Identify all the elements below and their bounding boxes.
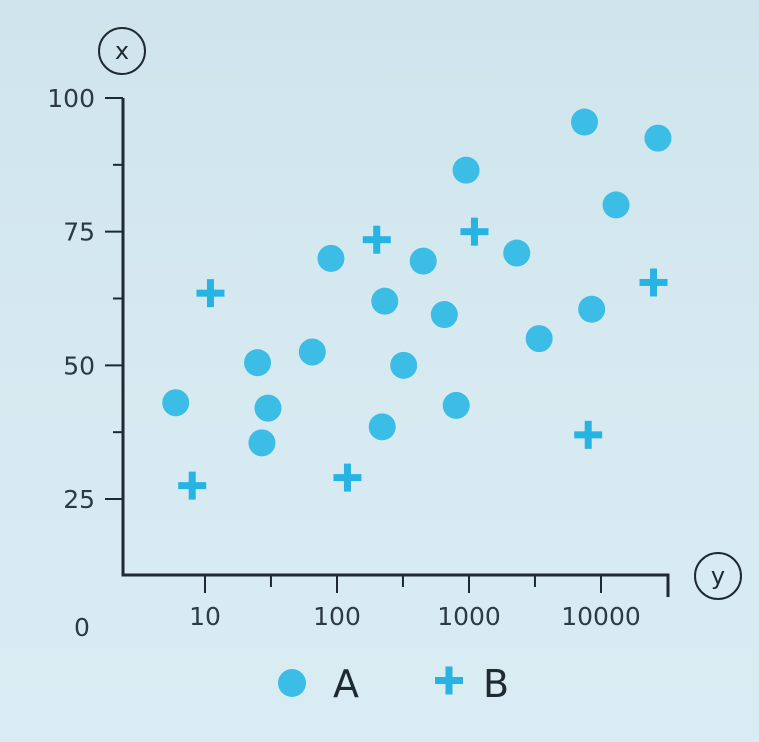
axes-lines (121, 98, 670, 597)
data-point-A (452, 156, 480, 184)
legend-marker-A (278, 669, 306, 697)
data-point-A (368, 413, 396, 441)
x-tick-label: 10000 (561, 602, 641, 631)
data-point-A (602, 191, 630, 219)
data-point-A (409, 247, 437, 275)
data-point-B (362, 225, 391, 254)
data-point-A (644, 124, 672, 152)
plus-marker-v (206, 279, 214, 308)
legend-marker-B (435, 666, 463, 695)
x-tick-label: 1000 (437, 602, 501, 631)
data-point-B (460, 217, 489, 246)
data-point-A (430, 301, 458, 329)
data-point-A (578, 295, 606, 323)
data-point-A (525, 325, 553, 353)
legend-label-A: A (333, 662, 359, 706)
y-tick-label: 75 (63, 218, 95, 247)
plus-marker-v (445, 666, 453, 695)
x-tick-label: 10 (189, 602, 221, 631)
data-point-B (333, 463, 362, 492)
data-point-B (574, 420, 603, 449)
data-point-A (371, 287, 399, 315)
y-axis-label-circle (98, 27, 146, 75)
y-tick-label: 25 (63, 485, 95, 514)
data-point-A (442, 391, 470, 419)
data-point-A (248, 429, 276, 457)
x-axis-label-circle (694, 552, 742, 600)
y-axis-label: x (115, 37, 129, 65)
plus-marker-v (373, 225, 381, 254)
data-point-A (317, 244, 345, 272)
x-axis-label: y (711, 562, 725, 590)
plus-marker-v (470, 217, 478, 246)
plus-marker-v (343, 463, 351, 492)
legend-label-B: B (483, 662, 509, 706)
origin-label: 0 (74, 613, 90, 642)
data-point-A (244, 349, 272, 377)
plus-marker-v (584, 420, 592, 449)
data-point-A (162, 389, 190, 417)
data-point-B (178, 471, 207, 500)
x-tick-label: 100 (313, 602, 361, 631)
plus-marker-v (188, 471, 196, 500)
data-point-A (503, 239, 531, 267)
plus-marker-v (650, 268, 658, 297)
y-tick-label: 100 (47, 84, 95, 113)
data-point-A (254, 394, 282, 422)
data-point-B (639, 268, 668, 297)
data-point-B (196, 279, 225, 308)
data-point-A (298, 338, 326, 366)
data-point-A (390, 351, 418, 379)
y-tick-label: 50 (63, 351, 95, 380)
data-point-A (571, 108, 599, 136)
